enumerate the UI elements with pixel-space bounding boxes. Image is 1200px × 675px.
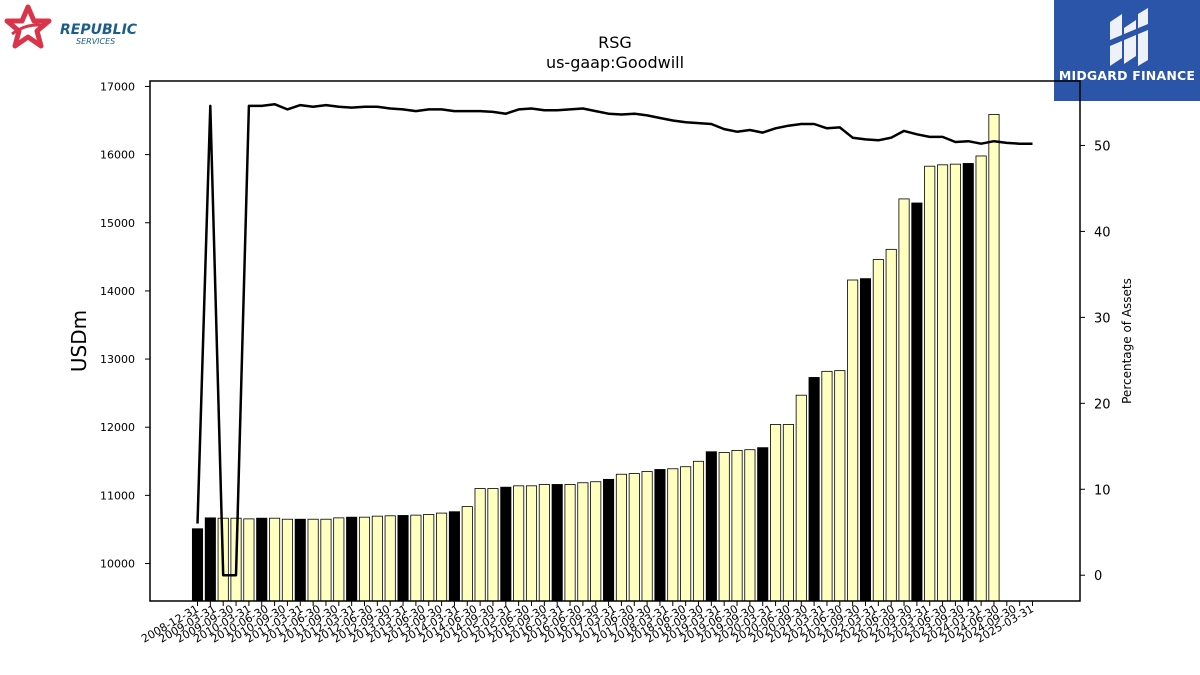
midgard-finance-name: MIDGARD FINANCE — [1058, 68, 1196, 83]
bar-2022-12-31 — [911, 202, 923, 602]
bar-2023-09-30 — [949, 163, 961, 602]
bar-2016-03-31 — [564, 484, 576, 602]
bar-2010-09-30 — [281, 518, 293, 602]
bar-2021-03-31 — [821, 370, 833, 602]
logo-text-republic: REPUBLIC — [60, 22, 138, 38]
bar-2022-03-31 — [872, 259, 884, 602]
bar-2014-09-30 — [487, 488, 499, 602]
bar-2022-09-30 — [898, 198, 910, 602]
y-right-tick-label-50: 50 — [1094, 139, 1111, 154]
y-tick-label-11000: 11000 — [100, 489, 135, 502]
bar-2019-09-30 — [744, 449, 756, 602]
plot-frame — [149, 80, 1081, 602]
line-series — [196, 102, 1033, 577]
y-tick-label-16000: 16000 — [100, 149, 135, 162]
bar-2014-03-31 — [461, 506, 473, 602]
y-right-tick-label-20: 20 — [1094, 397, 1111, 412]
bar-2012-09-30 — [384, 515, 396, 602]
bar-2017-09-30 — [641, 471, 653, 602]
y-right-tick-label-40: 40 — [1094, 225, 1111, 240]
bar-2013-12-31 — [448, 511, 460, 602]
bar-2020-12-31 — [808, 377, 820, 602]
y-axis-left: 10000 11000 12000 13000 14000 15000 16000 17000 — [100, 80, 150, 571]
bar-2024-03-31 — [975, 155, 987, 602]
bar-2017-03-31 — [615, 473, 627, 602]
bar-2024-06-30 — [988, 113, 1000, 602]
y-axis-right: 0 10 20 30 40 50 — [1080, 139, 1111, 584]
bar-2013-06-30 — [423, 514, 435, 602]
bar-2015-09-30 — [538, 484, 550, 602]
bar-2021-09-30 — [847, 279, 859, 602]
bar-2018-03-31 — [667, 468, 679, 602]
bar-2016-09-30 — [590, 481, 602, 602]
y-tick-label-15000: 15000 — [100, 217, 135, 230]
bar-2013-09-30 — [436, 512, 448, 602]
bar-2013-03-31 — [410, 514, 422, 602]
bar-2009-03-31 — [204, 517, 216, 602]
republic-services-logo: REPUBLIC SERVICES — [4, 4, 154, 54]
bar-2011-06-30 — [320, 518, 332, 602]
y-right-tick-label-30: 30 — [1094, 311, 1111, 326]
bar-2011-12-31 — [346, 516, 358, 602]
bar-2009-12-31 — [243, 518, 255, 602]
chart-subtitle: us-gaap:Goodwill — [546, 53, 684, 72]
bar-2017-12-31 — [654, 469, 666, 602]
bar-2020-06-30 — [782, 424, 794, 602]
bar-2010-12-31 — [294, 518, 306, 602]
bar-2010-03-31 — [256, 517, 268, 602]
bar-2017-06-30 — [628, 473, 640, 602]
bar-2016-06-30 — [577, 482, 589, 602]
bar-2012-03-31 — [358, 516, 371, 602]
republic-star-logo-icon: REPUBLIC SERVICES — [4, 4, 138, 49]
bar-2018-06-30 — [680, 466, 692, 602]
y-tick-label-14000: 14000 — [100, 285, 135, 298]
bar-2011-03-31 — [307, 518, 319, 602]
y-tick-label-13000: 13000 — [100, 353, 135, 366]
y-axis-label: USDm — [67, 310, 91, 372]
bar-2023-12-31 — [962, 163, 974, 602]
bar-2020-09-30 — [795, 394, 807, 602]
bar-2010-06-30 — [269, 517, 281, 602]
bar-2015-12-31 — [551, 484, 563, 602]
bar-2018-09-30 — [692, 460, 705, 602]
bar-2008-12-31 — [191, 528, 204, 602]
y-tick-label-12000: 12000 — [100, 421, 135, 434]
bar-2015-03-31 — [513, 485, 525, 602]
bar-2015-06-30 — [525, 485, 538, 602]
y-right-tick-label-10: 10 — [1094, 483, 1111, 498]
bar-2016-12-31 — [603, 478, 615, 602]
y-axis-right-label: Percentage of Assets — [1120, 278, 1134, 404]
bar-2018-12-31 — [705, 451, 717, 602]
bar-2019-03-31 — [718, 452, 730, 602]
bar-2019-12-31 — [757, 447, 769, 602]
bar-2023-06-30 — [937, 164, 949, 602]
x-axis: 2008-12-312009-03-312009-09-302010-03-31… — [139, 601, 1036, 646]
bar-2023-03-31 — [924, 165, 936, 602]
midgard-emblem-icon — [1110, 8, 1148, 66]
bar-2020-03-31 — [770, 424, 782, 602]
chart-title: RSG — [598, 33, 632, 52]
star-shape — [4, 4, 52, 49]
logo-text-services: SERVICES — [76, 37, 115, 46]
midgard-finance-logo: MIDGARD FINANCE — [1054, 0, 1200, 101]
bar-2019-06-30 — [731, 449, 743, 602]
bar-2014-12-31 — [500, 486, 512, 602]
y-tick-label-10000: 10000 — [100, 558, 135, 571]
bar-2012-06-30 — [371, 515, 383, 602]
bar-2012-12-31 — [397, 515, 409, 602]
bar-2014-06-30 — [474, 488, 486, 602]
y-tick-label-17000: 17000 — [100, 80, 135, 93]
bar-series — [191, 113, 1000, 602]
bar-2011-09-30 — [333, 517, 345, 602]
y-right-tick-label-0: 0 — [1094, 569, 1102, 584]
bar-2021-06-30 — [834, 370, 846, 602]
percent-of-assets-line — [196, 102, 1033, 577]
bar-2021-12-31 — [859, 278, 872, 602]
bar-2022-06-30 — [885, 248, 897, 602]
